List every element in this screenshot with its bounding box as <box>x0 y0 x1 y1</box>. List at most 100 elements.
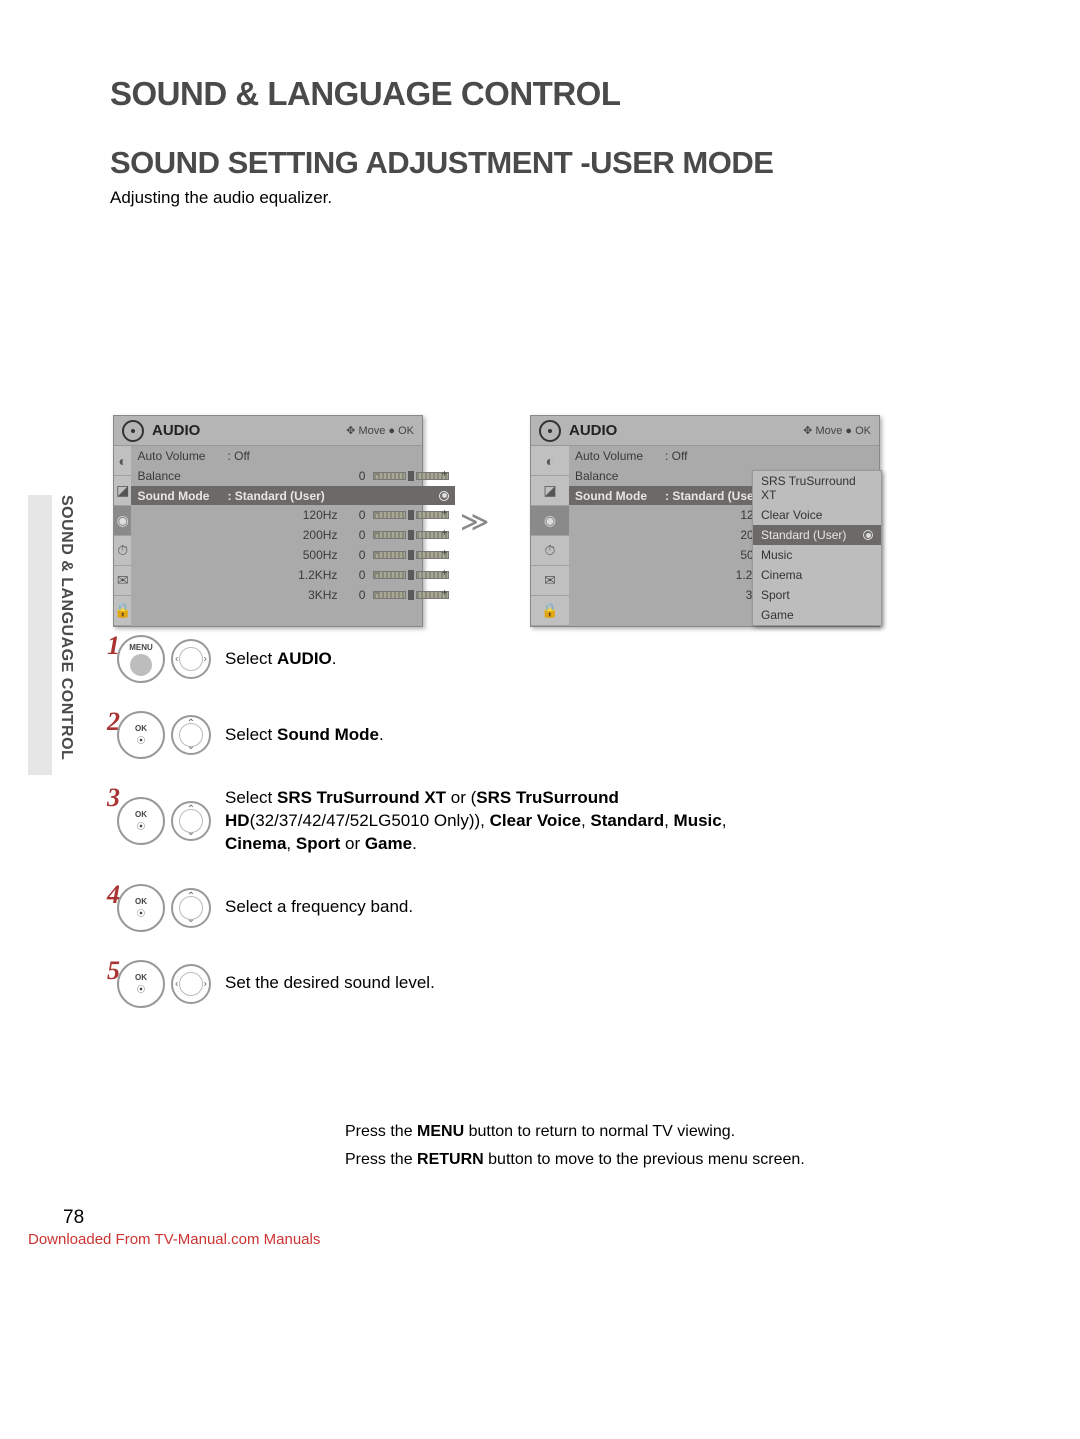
btn-label: OK <box>135 810 147 819</box>
dpad-icon: ‹› <box>171 964 211 1004</box>
eq-row[interactable]: 3KHz 0 <box>131 585 455 605</box>
slider[interactable] <box>373 530 449 540</box>
osd-row[interactable]: Balance 0 <box>131 466 455 486</box>
balance-label: Balance <box>137 469 227 483</box>
dropdown-label: Clear Voice <box>761 508 822 522</box>
dropdown-item[interactable]: Game <box>753 605 881 625</box>
tab-icon[interactable]: ◐ <box>531 446 569 476</box>
dpad-icon: ⌃⌄ <box>171 801 211 841</box>
eq-row[interactable]: 120Hz 0 <box>131 505 455 525</box>
btn-label: MENU <box>129 643 153 652</box>
ok-button-icon: OK ⦿ <box>117 711 165 759</box>
slider[interactable] <box>373 510 449 520</box>
auto-volume-value: : Off <box>665 449 775 463</box>
step-text: Select SRS TruSurround XT or (SRS TruSur… <box>225 787 785 856</box>
radio-icon <box>863 530 873 540</box>
btn-label: OK <box>135 897 147 906</box>
dpad-icon: ‹› <box>171 639 211 679</box>
dropdown-label: Sport <box>761 588 790 602</box>
ok-button-icon: OK ⦿ <box>117 960 165 1008</box>
tab-icon[interactable]: ◪ <box>114 476 131 506</box>
dpad-icon: ⌃⌄ <box>171 715 211 755</box>
sound-mode-label: Sound Mode <box>137 489 227 503</box>
eq-row[interactable]: 500Hz 0 <box>131 545 455 565</box>
steps-list: 1 MENU ‹› Select AUDIO. 2 OK ⦿ ⌃⌄ Select… <box>105 635 885 1036</box>
tab-icon-selected[interactable]: ◉ <box>531 506 569 536</box>
slider[interactable] <box>373 590 449 600</box>
osd-title: AUDIO <box>152 422 200 439</box>
osd-row[interactable]: Auto Volume : Off <box>131 446 455 466</box>
dropdown-item[interactable]: Sport <box>753 585 881 605</box>
dropdown-label: Music <box>761 548 792 562</box>
osd-tabs: ◐ ◪ ◉ ⏱ ✉ 🔒 <box>531 446 569 626</box>
step-text: Select a frequency band. <box>225 896 413 919</box>
eq-freq: 1.2KHz <box>227 568 337 582</box>
dot-icon: ⦿ <box>137 821 145 832</box>
step-number: 4 <box>107 880 120 910</box>
eq-freq: 120Hz <box>227 508 337 522</box>
osd-header: AUDIO ✥ Move ● OK <box>114 416 422 446</box>
dropdown-item[interactable]: SRS TruSurround XT <box>753 471 881 505</box>
side-label: SOUND & LANGUAGE CONTROL <box>57 495 75 760</box>
osd-row-selected[interactable]: Sound Mode : Standard (User) <box>131 486 455 505</box>
menu-button-icon: MENU <box>117 635 165 683</box>
eq-val: 0 <box>337 528 365 542</box>
eq-freq: 3KHz <box>227 588 337 602</box>
step-4: 4 OK ⦿ ⌃⌄ Select a frequency band. <box>105 884 885 932</box>
arrow-icon: ≫ <box>460 505 489 538</box>
page-title: SOUND & LANGUAGE CONTROL <box>110 75 621 113</box>
eq-val: 0 <box>337 568 365 582</box>
auto-volume-label: Auto Volume <box>575 449 665 463</box>
step-1: 1 MENU ‹› Select AUDIO. <box>105 635 885 683</box>
tab-icon[interactable]: 🔒 <box>531 596 569 626</box>
ok-button-icon: OK ⦿ <box>117 797 165 845</box>
section-title: SOUND SETTING ADJUSTMENT -USER MODE <box>110 145 773 181</box>
eq-val: 0 <box>337 508 365 522</box>
sound-mode-value: : Standard (User) <box>227 489 337 503</box>
tab-icon[interactable]: ✉ <box>114 566 131 596</box>
dropdown-label: SRS TruSurround XT <box>761 474 873 502</box>
eq-row[interactable]: 1.2KHz 0 <box>131 565 455 585</box>
step-number: 2 <box>107 707 120 737</box>
sound-mode-dropdown[interactable]: SRS TruSurround XT Clear Voice Standard … <box>752 470 882 626</box>
btn-label: OK <box>135 973 147 982</box>
step-text: Select Sound Mode. <box>225 724 384 747</box>
sound-mode-label: Sound Mode <box>575 489 665 503</box>
dpad-icon: ⌃⌄ <box>171 888 211 928</box>
ok-button-icon: OK ⦿ <box>117 884 165 932</box>
eq-row[interactable]: 200Hz 0 <box>131 525 455 545</box>
dropdown-item[interactable]: Clear Voice <box>753 505 881 525</box>
slider[interactable] <box>373 570 449 580</box>
dropdown-item[interactable]: Cinema <box>753 565 881 585</box>
download-line: Downloaded From TV-Manual.com Manuals <box>28 1231 320 1248</box>
tab-icon[interactable]: ◐ <box>114 446 131 476</box>
tab-icon[interactable]: ✉ <box>531 566 569 596</box>
step-text: Set the desired sound level. <box>225 972 435 995</box>
subtitle: Adjusting the audio equalizer. <box>110 188 332 208</box>
dot-icon: ⦿ <box>137 984 145 995</box>
step-3: 3 OK ⦿ ⌃⌄ Select SRS TruSurround XT or (… <box>105 787 885 856</box>
tab-icon-selected[interactable]: ◉ <box>114 506 131 536</box>
eq-freq: 200Hz <box>227 528 337 542</box>
osd-row[interactable]: Auto Volume : Off <box>569 446 879 466</box>
auto-volume-label: Auto Volume <box>137 449 227 463</box>
step-2: 2 OK ⦿ ⌃⌄ Select Sound Mode. <box>105 711 885 759</box>
dropdown-item[interactable]: Music <box>753 545 881 565</box>
slider[interactable] <box>373 550 449 560</box>
step-text: Select AUDIO. <box>225 648 337 671</box>
tab-icon[interactable]: ⏱ <box>531 536 569 566</box>
step-number: 5 <box>107 956 120 986</box>
dot-icon: ⦿ <box>137 735 145 746</box>
auto-volume-value: : Off <box>227 449 337 463</box>
btn-label: OK <box>135 724 147 733</box>
tab-icon[interactable]: 🔒 <box>114 596 131 626</box>
tab-icon[interactable]: ⏱ <box>114 536 131 566</box>
dropdown-item-selected[interactable]: Standard (User) <box>753 525 881 545</box>
dropdown-label: Standard (User) <box>761 528 846 542</box>
dropdown-label: Cinema <box>761 568 802 582</box>
slider[interactable] <box>373 471 449 481</box>
footer-notes: Press the MENU button to return to norma… <box>345 1123 805 1179</box>
step-number: 1 <box>107 631 120 661</box>
tab-icon[interactable]: ◪ <box>531 476 569 506</box>
osd-hint: ✥ Move ● OK <box>803 424 871 437</box>
